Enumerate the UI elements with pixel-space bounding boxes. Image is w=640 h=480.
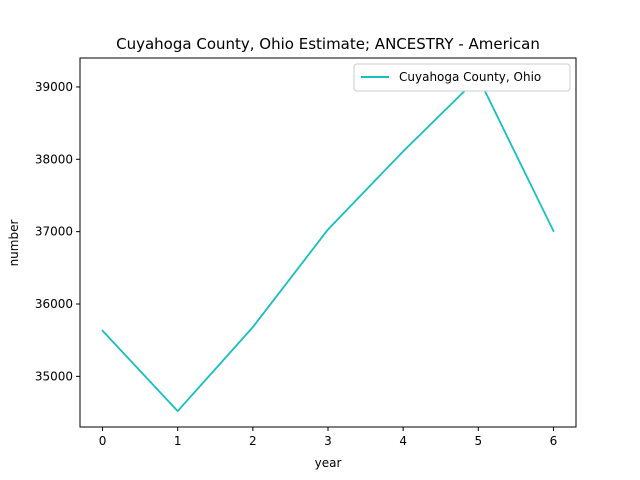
x-tick-label: 1 bbox=[174, 434, 182, 448]
x-tick-label: 3 bbox=[324, 434, 332, 448]
x-tick-label: 2 bbox=[249, 434, 257, 448]
y-tick-label: 37000 bbox=[35, 225, 73, 239]
y-axis: 35000 36000 37000 38000 39000 bbox=[35, 80, 80, 383]
y-axis-label: number bbox=[7, 220, 21, 267]
chart-title: Cuyahoga County, Ohio Estimate; ANCESTRY… bbox=[116, 35, 540, 53]
y-tick-label: 35000 bbox=[35, 369, 73, 383]
x-axis-label: year bbox=[315, 456, 342, 470]
legend: Cuyahoga County, Ohio bbox=[353, 63, 571, 92]
legend-box bbox=[353, 63, 571, 92]
legend-entry-label: Cuyahoga County, Ohio bbox=[399, 70, 541, 84]
x-tick-label: 4 bbox=[399, 434, 407, 448]
y-tick-label: 36000 bbox=[35, 297, 73, 311]
x-tick-label: 0 bbox=[99, 434, 107, 448]
y-tick-label: 39000 bbox=[35, 80, 73, 94]
plot-area: 0 1 2 3 4 5 6 35000 36000 37000 38000 39000 bbox=[35, 57, 577, 448]
y-tick-label: 38000 bbox=[35, 152, 73, 166]
plot-frame bbox=[79, 57, 577, 428]
plot-background bbox=[80, 58, 576, 427]
x-axis: 0 1 2 3 4 5 6 bbox=[99, 427, 558, 448]
x-tick-label: 6 bbox=[550, 434, 558, 448]
x-tick-label: 5 bbox=[474, 434, 482, 448]
